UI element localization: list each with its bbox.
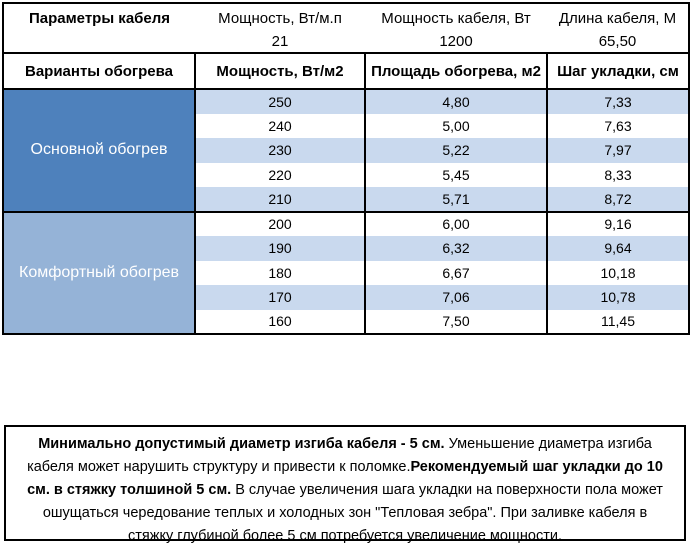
cell-power-density: 220 bbox=[194, 162, 366, 187]
cell-laying-step: 9,16 bbox=[546, 210, 690, 236]
cell-laying-step: 11,45 bbox=[546, 309, 690, 334]
cable-length-value: 65,50 bbox=[547, 30, 689, 54]
cell-heating-area: 7,50 bbox=[364, 309, 548, 334]
cell-heating-area: 6,00 bbox=[364, 210, 548, 236]
cell-heating-area: 5,00 bbox=[364, 113, 548, 138]
cell-power-density: 210 bbox=[194, 187, 366, 212]
cell-heating-area: 5,45 bbox=[364, 162, 548, 187]
table-row: 240 5,00 7,63 bbox=[3, 113, 690, 138]
cell-power-density: 200 bbox=[194, 210, 366, 236]
section-cell-main-heating: Основной обогрев bbox=[2, 88, 196, 213]
table-row: Основной обогрев 250 4,80 7,33 bbox=[2, 88, 690, 213]
cell-heating-area: 5,71 bbox=[364, 187, 548, 212]
cell-heating-area: 5,22 bbox=[364, 138, 548, 163]
cell-laying-step: 9,64 bbox=[546, 236, 690, 261]
cable-power-label: Мощность кабеля, Вт bbox=[381, 10, 531, 27]
cell-laying-step: 10,78 bbox=[546, 285, 690, 310]
note-regular-segment-2: В случае увеличения шага укладки на пове… bbox=[42, 482, 663, 544]
cell-power-density: 170 bbox=[194, 285, 366, 310]
table-row: 220 5,45 8,33 bbox=[3, 162, 690, 187]
column-header-heating-area: Площадь обогрева, м2 bbox=[364, 52, 548, 90]
table-row: 160 7,50 11,45 bbox=[3, 309, 690, 334]
note-bold-segment-1: Минимально допустимый диаметр изгиба каб… bbox=[38, 436, 445, 452]
cell-laying-step: 10,18 bbox=[546, 260, 690, 285]
table-row: 170 7,06 10,78 bbox=[3, 285, 690, 310]
cell-heating-area: 6,32 bbox=[364, 236, 548, 261]
cell-power-density: 180 bbox=[194, 260, 366, 285]
cell-heating-area: 4,80 bbox=[364, 89, 548, 114]
column-header-variants: Варианты обогрева bbox=[2, 52, 196, 90]
cell-power-density: 230 bbox=[194, 138, 366, 163]
cell-laying-step: 7,63 bbox=[546, 113, 690, 138]
table-row: 230 5,22 7,97 bbox=[3, 138, 690, 163]
table-row: 180 6,67 10,18 bbox=[3, 260, 690, 285]
cell-laying-step: 7,97 bbox=[546, 138, 690, 163]
cable-params-empty-cell bbox=[3, 30, 195, 54]
cell-power-density: 240 bbox=[194, 113, 366, 138]
section-cell-comfort-heating: Комфортный обогрев bbox=[2, 210, 196, 335]
cable-params-title: Параметры кабеля bbox=[28, 10, 171, 27]
note-bold-segment-2: Рекомендуемый шаг укладки до 10 см. в ст… bbox=[27, 459, 663, 498]
cell-power-density: 250 bbox=[194, 89, 366, 114]
cable-length-label: Длина кабеля, М bbox=[558, 10, 677, 27]
note-block: Минимально допустимый диаметр изгиба каб… bbox=[4, 425, 686, 544]
cell-laying-step: 7,33 bbox=[546, 89, 690, 114]
power-per-meter-label: Мощность, Вт/м.п bbox=[218, 10, 342, 27]
cell-power-density: 190 bbox=[194, 236, 366, 261]
note-regular-segment-1: Уменьшение диаметра изгиба кабеля может … bbox=[27, 436, 652, 475]
column-header-laying-step: Шаг укладки, см bbox=[546, 52, 690, 90]
cell-laying-step: 8,72 bbox=[546, 187, 690, 212]
table-row: Комфортный обогрев 200 6,00 9,16 bbox=[2, 210, 690, 335]
cell-power-density: 160 bbox=[194, 309, 366, 334]
cable-params-value-row: 21 1200 65,50 bbox=[3, 30, 689, 54]
cell-laying-step: 8,33 bbox=[546, 162, 690, 187]
heating-variants-header-row: Варианты обогрева Мощность, Вт/м2 Площад… bbox=[2, 52, 690, 90]
cable-params-label-row: Параметры кабеля Мощность, Вт/м.п Мощнос… bbox=[3, 3, 689, 30]
cell-heating-area: 6,67 bbox=[364, 260, 548, 285]
cable-power-value: 1200 bbox=[365, 30, 547, 54]
column-header-power-density: Мощность, Вт/м2 bbox=[194, 52, 366, 90]
table-row: 190 6,32 9,64 bbox=[3, 236, 690, 261]
heating-cable-table: Параметры кабеля Мощность, Вт/м.п Мощнос… bbox=[2, 2, 690, 335]
cell-heating-area: 7,06 bbox=[364, 285, 548, 310]
table-row: 210 5,71 8,72 bbox=[3, 187, 690, 212]
power-per-meter-value: 21 bbox=[195, 30, 365, 54]
